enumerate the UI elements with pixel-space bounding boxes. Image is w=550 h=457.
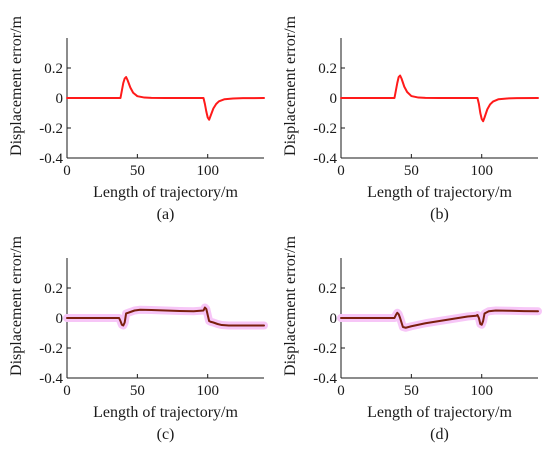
x-tick-label: 100 <box>196 163 219 179</box>
y-tick-label: 0.2 <box>44 281 63 297</box>
y-tick-label: -0.2 <box>39 341 63 357</box>
y-tick-label: -0.4 <box>313 151 337 167</box>
x-tick-label: 0 <box>337 163 345 179</box>
panel-label: (d) <box>430 426 449 443</box>
panel-label: (c) <box>157 426 175 443</box>
y-axis-label: Displacement error/m <box>8 15 25 156</box>
y-tick-label: -0.2 <box>313 121 337 137</box>
x-tick-label: 100 <box>196 383 219 399</box>
y-tick-label: 0 <box>56 91 64 107</box>
x-tick-label: 50 <box>404 383 419 399</box>
x-tick-label: 0 <box>63 163 71 179</box>
series-line-1 <box>341 76 538 122</box>
series-line-1 <box>341 311 538 328</box>
x-tick-label: 100 <box>470 163 493 179</box>
y-tick-label: -0.2 <box>39 121 63 137</box>
y-tick-label: -0.4 <box>39 371 63 387</box>
y-tick-label: -0.2 <box>313 341 337 357</box>
panel-label: (a) <box>157 206 175 223</box>
y-tick-label: 0.2 <box>318 61 337 77</box>
y-axis-label: Displacement error/m <box>282 235 299 376</box>
y-tick-label: 0 <box>330 91 338 107</box>
y-axis-label: Displacement error/m <box>8 235 25 376</box>
x-tick-label: 0 <box>337 383 345 399</box>
x-tick-label: 50 <box>404 163 419 179</box>
x-tick-label: 50 <box>130 163 145 179</box>
y-tick-label: 0.2 <box>44 61 63 77</box>
x-axis-label: Length of trajectory/m <box>93 184 238 201</box>
x-axis-label: Length of trajectory/m <box>367 404 512 421</box>
x-tick-label: 50 <box>130 383 145 399</box>
series-line-1 <box>67 77 264 120</box>
y-axis-label: Displacement error/m <box>282 15 299 156</box>
y-tick-label: -0.4 <box>313 371 337 387</box>
panel-label: (b) <box>430 206 449 223</box>
x-tick-label: 0 <box>63 383 71 399</box>
y-tick-label: -0.4 <box>39 151 63 167</box>
x-tick-label: 100 <box>470 383 493 399</box>
y-tick-label: 0.2 <box>318 281 337 297</box>
x-axis-label: Length of trajectory/m <box>367 184 512 201</box>
y-tick-label: 0 <box>330 311 338 327</box>
x-axis-label: Length of trajectory/m <box>93 404 238 421</box>
y-tick-label: 0 <box>56 311 64 327</box>
